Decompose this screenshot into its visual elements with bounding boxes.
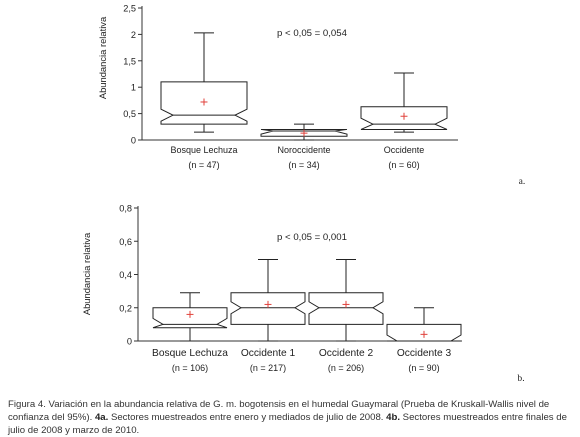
y-tick-label: 0 [127, 337, 132, 347]
sample-size-label: (n = 90) [408, 363, 439, 373]
sample-size-label: (n = 60) [388, 160, 419, 170]
panel-label: a. [519, 176, 526, 187]
caption-bold-4b: 4b. [386, 412, 401, 423]
y-tick-label: 0,4 [119, 270, 132, 280]
sample-size-label: (n = 34) [288, 160, 319, 170]
y-tick-label: 2 [131, 30, 136, 40]
y-tick-label: 0,5 [123, 109, 136, 119]
y-tick-label: 0,8 [119, 204, 132, 214]
p-value-annotation: p < 0,05 = 0,054 [277, 28, 348, 39]
panel-b-chart: 0 0,2 0,4 0,6 0,8 Abundancia relativa p < 0,05… [81, 204, 525, 385]
y-tick-label: 2,5 [123, 4, 136, 14]
category-label: Bosque Lechuza [152, 348, 228, 359]
figure-caption: Figura 4. Variación en la abundancia rel… [8, 398, 574, 437]
sample-size-label: (n = 106) [172, 363, 208, 373]
category-label: Occidente [384, 145, 425, 155]
category-label: Bosque Lechuza [170, 145, 237, 155]
caption-bold-4a: 4a. [94, 412, 109, 423]
category-label: Noroccidente [277, 145, 330, 155]
caption-text-1: Figura 4. Variación en la abundancia rel… [8, 399, 550, 423]
panel-a-chart: 0 0,5 1 1,5 2 2,5 Abundancia relativa p < 0,05 … [97, 4, 525, 188]
figure: 0 0,5 1 1,5 2 2,5 Abundancia relativa p < 0,05 … [81, 4, 525, 385]
panel-label: b. [517, 373, 524, 384]
y-axis-label: Abundancia relativa [97, 16, 108, 99]
category-label: Occidente 3 [397, 348, 452, 359]
y-axis-label: Abundancia relativa [81, 232, 92, 315]
caption-text-2: Sectores muestreados entre enero y media… [108, 412, 387, 423]
y-tick-label: 0,2 [119, 303, 132, 313]
y-tick-label: 1,5 [123, 56, 136, 66]
y-tick-label: 0 [131, 136, 136, 146]
sample-size-label: (n = 206) [328, 363, 364, 373]
sample-size-label: (n = 217) [250, 363, 286, 373]
p-value-annotation: p < 0,05 = 0,001 [277, 232, 347, 243]
y-tick-label: 0,6 [119, 237, 132, 247]
box [308, 292, 384, 325]
category-label: Occidente 1 [241, 348, 296, 359]
sample-size-label: (n = 47) [188, 160, 219, 170]
category-label: Occidente 2 [319, 348, 374, 359]
box [230, 292, 306, 325]
y-tick-label: 1 [131, 83, 136, 93]
